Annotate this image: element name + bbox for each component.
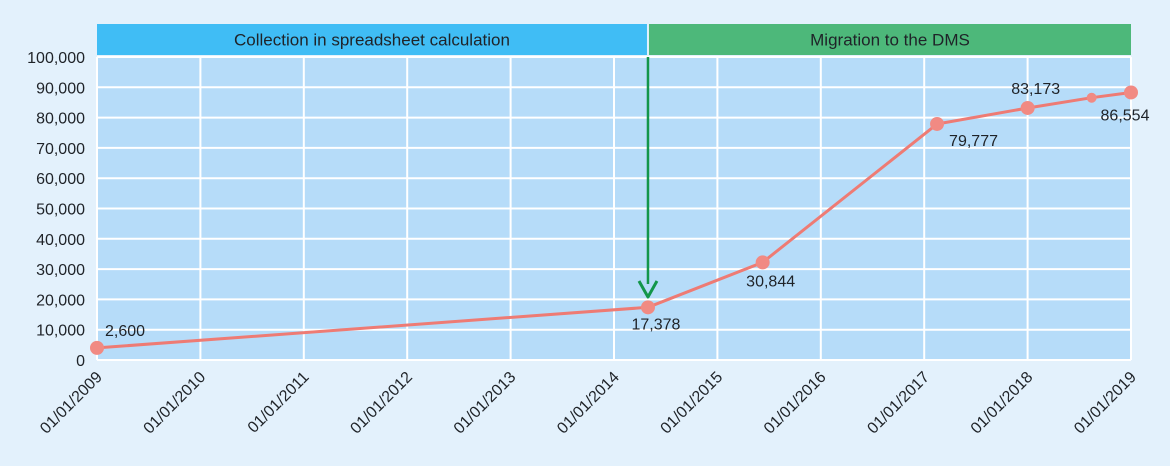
gridlines <box>96 56 1132 361</box>
data-label: 30,844 <box>746 273 795 290</box>
data-point <box>1124 85 1138 100</box>
data-point <box>1020 100 1035 115</box>
y-tick-label: 60,000 <box>36 171 85 188</box>
y-tick-label: 80,000 <box>36 111 85 128</box>
data-label: 86,554 <box>1101 107 1150 124</box>
data-point <box>755 255 770 270</box>
y-tick-label: 20,000 <box>36 292 85 309</box>
data-label: 2,600 <box>105 323 145 340</box>
y-tick-label: 10,000 <box>36 323 85 340</box>
y-tick-label: 90,000 <box>36 80 85 97</box>
phase-label: Migration to the DMS <box>810 31 970 50</box>
y-tick-label: 30,000 <box>36 262 85 279</box>
x-tick-label: 01/01/2010 <box>141 369 210 438</box>
phase-bands: Collection in spreadsheet calculation Mig… <box>97 24 1131 55</box>
data-point <box>90 340 104 355</box>
y-tick-label: 100,000 <box>27 50 85 67</box>
y-tick-label: 0 <box>76 353 85 370</box>
y-axis-ticks: 0 10,000 20,000 30,000 40,000 50,000 60,000 70,… <box>27 50 85 370</box>
x-tick-label: 01/01/2015 <box>658 369 727 438</box>
data-point <box>930 116 945 131</box>
phase-label: Collection in spreadsheet calculation <box>234 31 510 50</box>
data-label: 79,777 <box>949 133 998 150</box>
x-tick-label: 01/01/2019 <box>1071 369 1140 438</box>
data-point <box>640 300 655 315</box>
y-tick-label: 70,000 <box>36 141 85 158</box>
x-tick-label: 01/01/2012 <box>347 369 416 438</box>
transition-arrow <box>637 57 659 299</box>
x-tick-label: 01/01/2014 <box>554 369 623 438</box>
data-series <box>90 85 1138 355</box>
x-tick-label: 01/01/2017 <box>864 369 933 438</box>
x-tick-label: 01/01/2013 <box>451 369 520 438</box>
x-tick-label: 01/01/2018 <box>968 369 1037 438</box>
data-labels: 2,600 17,378 30,844 79,777 83,173 86,554 <box>105 81 1150 340</box>
x-tick-label: 01/01/2016 <box>761 369 830 438</box>
y-tick-label: 40,000 <box>36 232 85 249</box>
data-label: 83,173 <box>1011 81 1060 98</box>
data-label: 17,378 <box>632 316 681 333</box>
phase-band <box>648 24 1131 55</box>
phase-band <box>97 24 647 55</box>
x-axis-ticks: 01/01/2009 01/01/2010 01/01/2011 01/01/2012… <box>37 369 1140 438</box>
data-point <box>1086 92 1097 103</box>
x-tick-label: 01/01/2011 <box>245 369 313 437</box>
arrow-head <box>637 280 659 299</box>
y-tick-label: 50,000 <box>36 202 85 219</box>
x-tick-label: 01/01/2009 <box>37 369 106 438</box>
